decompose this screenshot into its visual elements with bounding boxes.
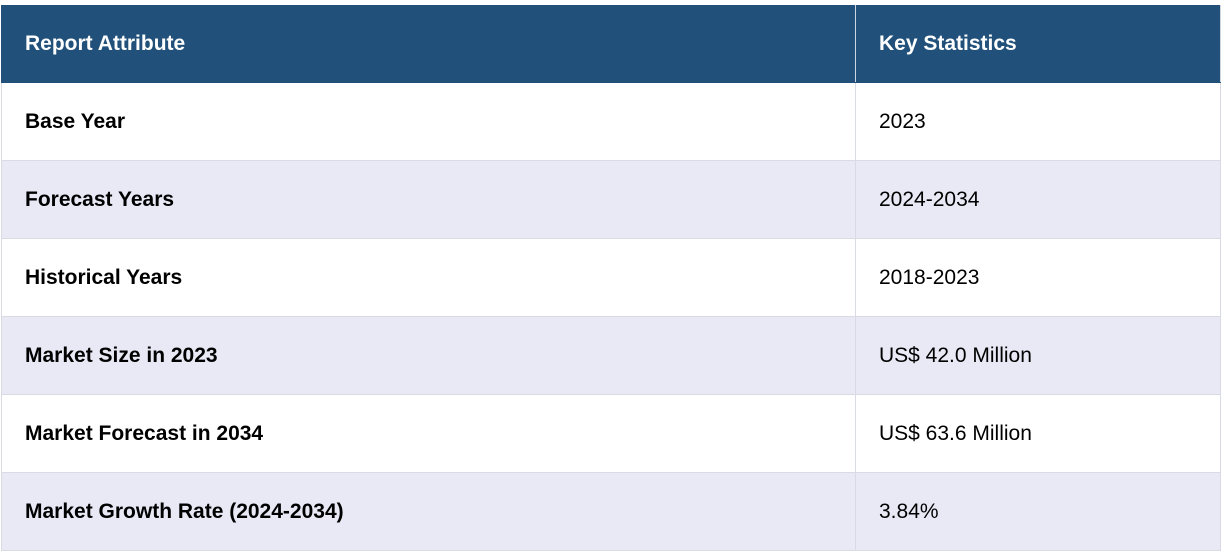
table-body: Base Year 2023 Forecast Years 2024-2034 Hist…	[1, 82, 1221, 551]
value-cell: 2018-2023	[855, 238, 1221, 317]
header-cell: Key Statistics	[855, 5, 1221, 83]
table-row: Market Size in 2023 US$ 42.0 Million	[1, 316, 1221, 395]
value-cell: 2024-2034	[855, 160, 1221, 239]
table-row: Base Year 2023	[1, 82, 1221, 161]
table-row: Market Growth Rate (2024-2034) 3.84%	[1, 472, 1221, 551]
table-header: Report Attribute Key Statistics	[1, 5, 1221, 83]
stats-table: Report Attribute Key Statistics Base Yea…	[1, 5, 1221, 551]
attribute-cell: Market Forecast in 2034	[1, 394, 856, 473]
value-cell: US$ 42.0 Million	[855, 316, 1221, 395]
attribute-cell: Base Year	[1, 82, 856, 161]
table-row: Forecast Years 2024-2034	[1, 160, 1221, 239]
value-cell: 3.84%	[855, 472, 1221, 551]
table-row: Market Forecast in 2034 US$ 63.6 Million	[1, 394, 1221, 473]
attribute-cell: Market Growth Rate (2024-2034)	[1, 472, 856, 551]
attribute-cell: Market Size in 2023	[1, 316, 856, 395]
table-row: Historical Years 2018-2023	[1, 238, 1221, 317]
attribute-cell: Forecast Years	[1, 160, 856, 239]
header-cell: Report Attribute	[1, 5, 856, 83]
header-row: Report Attribute Key Statistics	[1, 5, 1221, 83]
attribute-cell: Historical Years	[1, 238, 856, 317]
value-cell: 2023	[855, 82, 1221, 161]
value-cell: US$ 63.6 Million	[855, 394, 1221, 473]
